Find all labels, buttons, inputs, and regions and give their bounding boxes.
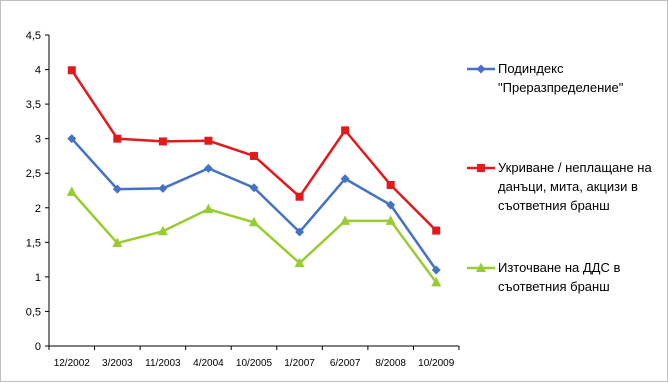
data-point-series-3 <box>249 216 259 227</box>
y-tick-label: 0 <box>35 341 41 353</box>
data-point-series-2 <box>158 137 167 146</box>
data-point-series-3 <box>340 215 351 225</box>
legend-label-series-2: Укриване / неплащане на <box>498 160 652 175</box>
x-tick-label: 10/2009 <box>418 358 455 369</box>
data-point-series-3 <box>112 237 123 248</box>
data-point-series-2 <box>341 126 350 135</box>
data-point-series-1 <box>112 184 122 194</box>
x-tick-label: 12/2002 <box>54 358 91 369</box>
x-tick-label: 3/2003 <box>102 358 133 369</box>
legend-marker-series-2 <box>477 164 485 172</box>
x-tick-label: 6/2007 <box>330 358 361 369</box>
data-point-series-1 <box>249 183 259 193</box>
legend-label-series-1: "Преразпределение" <box>498 80 624 95</box>
data-point-series-2 <box>432 226 441 235</box>
data-point-series-2 <box>386 180 395 189</box>
data-point-series-2 <box>67 66 76 75</box>
y-tick-label: 3,5 <box>26 99 41 111</box>
x-tick-label: 8/2008 <box>375 358 406 369</box>
data-point-series-2 <box>250 151 258 160</box>
data-point-series-1 <box>295 227 305 237</box>
y-tick-label: 2 <box>35 203 41 215</box>
data-point-series-3 <box>431 276 442 287</box>
data-point-series-1 <box>67 134 77 144</box>
x-tick-label: 4/2004 <box>193 358 224 369</box>
y-tick-label: 1 <box>35 272 41 284</box>
legend-label-series-3: съответния бранш <box>498 279 610 294</box>
y-tick-label: 1,5 <box>26 237 41 249</box>
data-point-series-1 <box>386 200 396 210</box>
data-point-series-1 <box>340 174 350 184</box>
series-line-2 <box>70 69 438 232</box>
y-tick-label: 2,5 <box>26 168 41 180</box>
data-point-series-2 <box>295 192 304 201</box>
legend-label-series-1: Подиндекс <box>498 61 564 76</box>
data-point-series-1 <box>431 265 441 275</box>
legend-label-series-2: данъци, мита, акцизи в <box>498 179 638 194</box>
y-tick-label: 3 <box>35 134 41 146</box>
data-point-series-3 <box>203 203 214 214</box>
data-point-series-2 <box>113 134 122 143</box>
y-tick-label: 4,5 <box>26 30 41 42</box>
data-point-series-3 <box>66 186 77 196</box>
y-tick-label: 4 <box>35 65 41 77</box>
x-tick-label: 11/2003 <box>145 358 181 369</box>
data-point-series-3 <box>294 257 305 268</box>
legend-marker-series-1 <box>476 64 486 74</box>
data-point-series-1 <box>158 183 168 193</box>
data-point-series-3 <box>385 215 396 225</box>
y-tick-label: 0,5 <box>26 306 41 318</box>
series-line-3 <box>70 191 438 284</box>
x-tick-label: 1/2007 <box>284 358 315 369</box>
legend-marker-series-3 <box>476 262 486 272</box>
legend-label-series-2: съответния бранш <box>498 198 610 213</box>
data-point-series-2 <box>204 136 213 145</box>
data-point-series-1 <box>203 163 213 173</box>
x-tick-label: 10/2005 <box>236 358 273 369</box>
data-point-series-3 <box>157 225 168 236</box>
legend-label-series-3: Източване на ДДС в <box>498 260 620 275</box>
